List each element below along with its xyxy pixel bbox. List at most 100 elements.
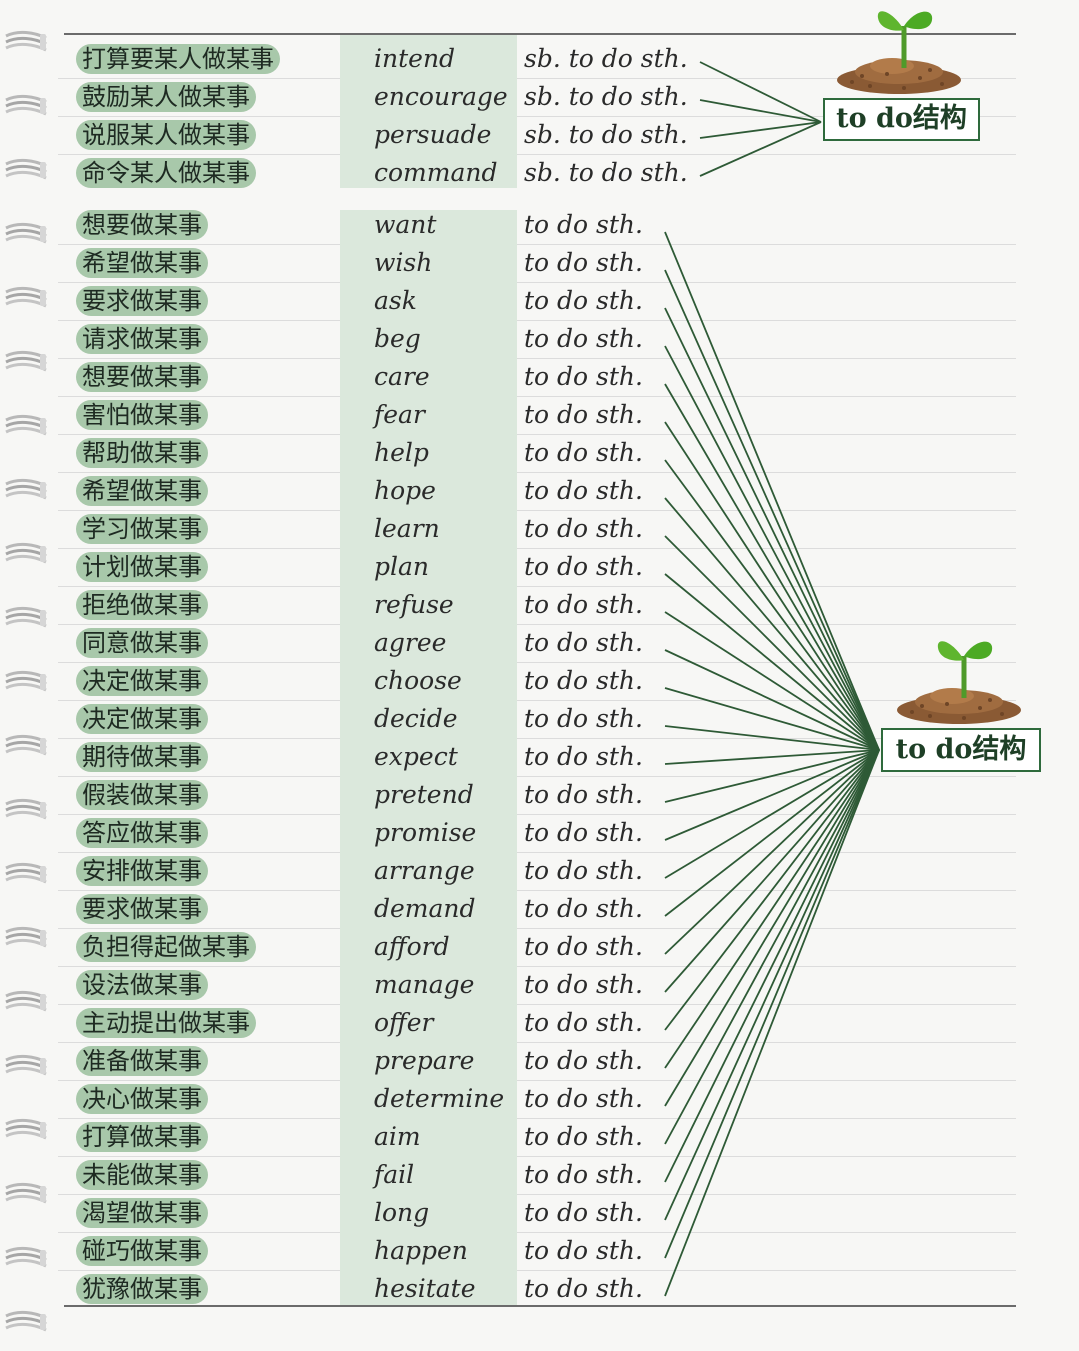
pattern: to do sth. (524, 476, 643, 505)
ruled-line (58, 396, 1016, 397)
connector-line (699, 99, 822, 123)
verb: long (374, 1198, 430, 1227)
ruled-line (58, 1270, 1016, 1271)
spiral-ring-icon (5, 414, 47, 436)
ruled-line (58, 700, 1016, 701)
pattern: to do sth. (524, 1008, 643, 1037)
pattern: to do sth. (524, 1198, 643, 1227)
verb: command (374, 158, 498, 187)
connector-line (664, 749, 880, 1259)
chinese-meaning: 鼓励某人做某事 (76, 82, 256, 112)
chinese-meaning: 说服某人做某事 (76, 120, 256, 150)
chinese-meaning: 要求做某事 (76, 894, 208, 924)
verb: choose (374, 666, 462, 695)
pattern: to do sth. (524, 894, 643, 923)
spiral-ring-icon (5, 1182, 47, 1204)
ruled-line (58, 662, 1016, 663)
verb: refuse (374, 590, 454, 619)
connector-line (664, 749, 880, 765)
pattern: to do sth. (524, 742, 643, 771)
ruled-line (58, 244, 1016, 245)
pattern: to do sth. (524, 818, 643, 847)
ruled-line (58, 1194, 1016, 1195)
spiral-ring-icon (5, 1246, 47, 1268)
chinese-meaning: 想要做某事 (76, 362, 208, 392)
pattern: sb. to do sth. (524, 158, 688, 187)
connector-line (664, 749, 880, 1107)
verb: agree (374, 628, 447, 657)
pattern: to do sth. (524, 932, 643, 961)
ruled-line (58, 548, 1016, 549)
ruled-line (58, 738, 1016, 739)
chinese-meaning: 决定做某事 (76, 704, 208, 734)
verb: pretend (374, 780, 474, 809)
chinese-meaning: 决定做某事 (76, 666, 208, 696)
connector-line (664, 307, 880, 751)
pattern: to do sth. (524, 970, 643, 999)
verb: demand (374, 894, 476, 923)
spiral-ring-icon (5, 542, 47, 564)
ruled-line (58, 966, 1016, 967)
spiral-ring-icon (5, 1310, 47, 1332)
chinese-meaning: 帮助做某事 (76, 438, 208, 468)
ruled-line (58, 814, 1016, 815)
verb: aim (374, 1122, 421, 1151)
ruled-line (58, 1080, 1016, 1081)
chinese-meaning: 害怕做某事 (76, 400, 208, 430)
chinese-meaning: 碰巧做某事 (76, 1236, 208, 1266)
verb: arrange (374, 856, 475, 885)
chinese-meaning: 主动提出做某事 (76, 1008, 256, 1038)
pattern: to do sth. (524, 666, 643, 695)
chinese-meaning: 安排做某事 (76, 856, 208, 886)
connector-line (664, 687, 880, 751)
spiral-ring-icon (5, 1118, 47, 1140)
ruled-line (58, 320, 1016, 321)
pattern: sb. to do sth. (524, 82, 688, 111)
chinese-meaning: 答应做某事 (76, 818, 208, 848)
pattern: to do sth. (524, 514, 643, 543)
ruled-line (58, 1042, 1016, 1043)
chinese-meaning: 打算做某事 (76, 1122, 208, 1152)
ruled-line (58, 1118, 1016, 1119)
ruled-line (58, 624, 1016, 625)
verb: prepare (374, 1046, 475, 1075)
connector-line (664, 749, 880, 879)
spiral-ring-icon (5, 286, 47, 308)
spiral-ring-icon (5, 478, 47, 500)
pattern: to do sth. (524, 704, 643, 733)
bottom-border-line (64, 1305, 1016, 1307)
ruled-line (58, 928, 1016, 929)
connector-line (664, 749, 880, 955)
pattern: to do sth. (524, 1122, 643, 1151)
connector-line (664, 725, 880, 751)
to-do-structure-tag-2: to do结构 (881, 728, 1041, 772)
verb: fear (374, 400, 425, 429)
ruled-line (58, 154, 1016, 155)
chinese-meaning: 设法做某事 (76, 970, 208, 1000)
connector-line (664, 749, 880, 1297)
ruled-line (58, 358, 1016, 359)
verb: fail (374, 1160, 415, 1189)
connector-line (664, 611, 880, 751)
pattern: sb. to do sth. (524, 120, 688, 149)
ruled-line (58, 890, 1016, 891)
connector-line (664, 749, 880, 841)
spiral-ring-icon (5, 862, 47, 884)
sprout-icon (837, 11, 961, 94)
spiral-ring-icon (5, 926, 47, 948)
ruled-line (58, 78, 1016, 79)
connector-line (664, 573, 880, 751)
spiral-ring-icon (5, 94, 47, 116)
pattern: to do sth. (524, 438, 643, 467)
ruled-line (58, 852, 1016, 853)
spiral-ring-icon (5, 606, 47, 628)
ruled-line (58, 586, 1016, 587)
verb: expect (374, 742, 458, 771)
connector-line (664, 383, 880, 751)
verb: encourage (374, 82, 508, 111)
verb: ask (374, 286, 417, 315)
spiral-ring-icon (5, 1054, 47, 1076)
verb-column-bg-group1 (340, 35, 517, 188)
chinese-meaning: 假装做某事 (76, 780, 208, 810)
pattern: to do sth. (524, 1084, 643, 1113)
